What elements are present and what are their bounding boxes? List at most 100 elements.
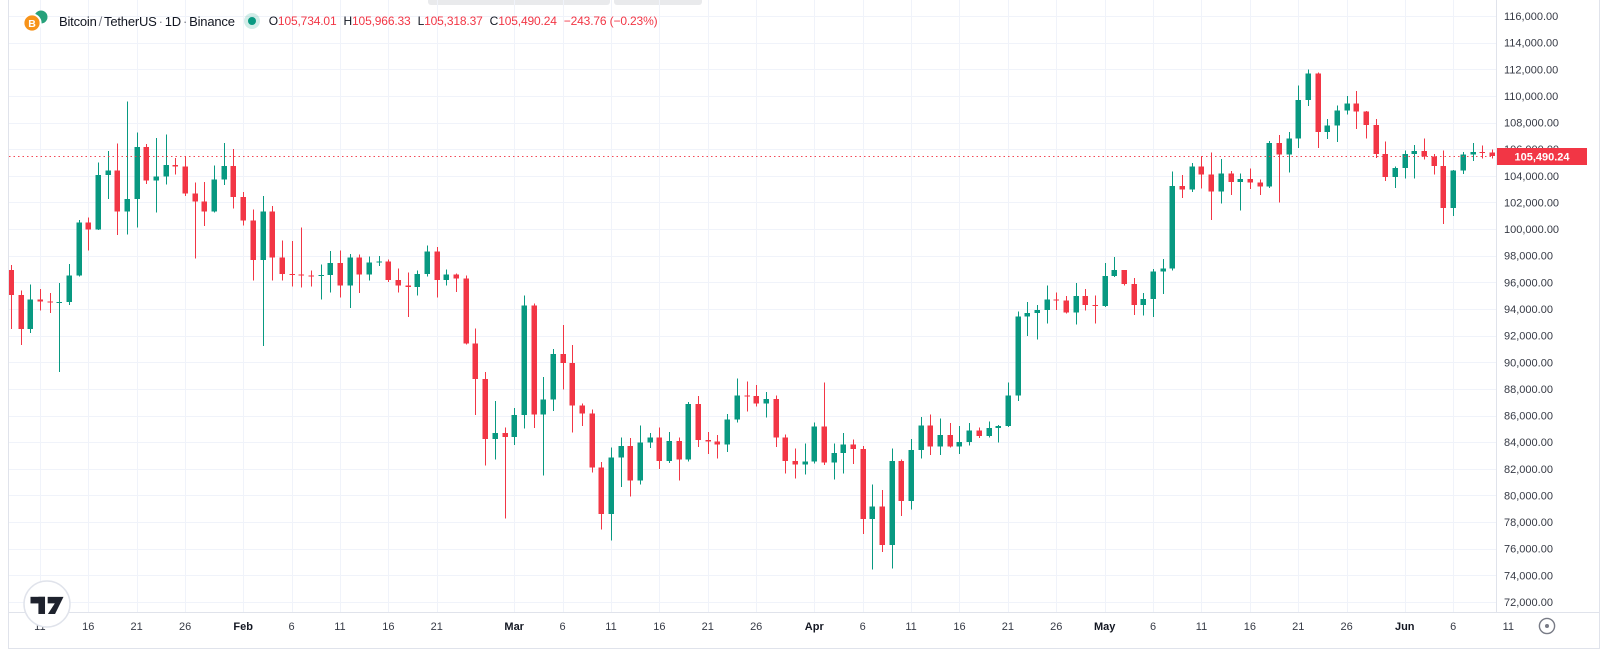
candle-body (1363, 111, 1370, 126)
candle-body (1440, 166, 1447, 209)
candle-body (230, 166, 237, 198)
last-price-label: 105,490.24 (1497, 148, 1587, 165)
candle-body (782, 437, 789, 461)
time-tick-label: 16 (382, 621, 394, 633)
price-tick-label: 96,000.00 (1504, 277, 1553, 289)
candle-body (1063, 300, 1070, 313)
candle-body (279, 257, 286, 275)
ohlc-low: L105,318.37 (417, 14, 483, 28)
candle-body (734, 395, 741, 420)
market-status-dot[interactable] (243, 13, 260, 29)
candle-body (966, 430, 973, 442)
candle-body (124, 198, 131, 212)
tradingview-logo[interactable] (23, 580, 71, 628)
time-tick-label: 11 (334, 621, 345, 633)
candle-body (211, 179, 218, 212)
candle-body (1411, 150, 1418, 154)
candle-body (773, 399, 780, 438)
candle-body (850, 444, 857, 449)
candle-body (492, 432, 499, 439)
price-tick-label: 92,000.00 (1504, 331, 1553, 343)
candle-body (947, 434, 954, 447)
candle-body (443, 274, 450, 280)
time-tick-label: 21 (702, 621, 714, 633)
candle-body (18, 295, 25, 330)
price-axis[interactable]: 72,000.00 74,000.00 76,000.00 78,000.00 80,0… (1504, 11, 1559, 609)
candle-body (298, 274, 305, 276)
time-tick-label: 6 (288, 621, 294, 633)
candle-body (831, 452, 838, 463)
candle-body (521, 305, 528, 416)
candle-body (695, 404, 702, 440)
candle-body (260, 211, 267, 260)
candle-body (705, 439, 712, 442)
candle-body (869, 506, 876, 520)
candle-body (531, 305, 538, 415)
candle-body (453, 274, 460, 279)
candle-body (1344, 103, 1351, 111)
candle-body (1140, 299, 1147, 305)
candle-body (1160, 268, 1167, 272)
candle-body (937, 434, 944, 447)
candle-body (85, 222, 92, 230)
time-tick-label: 16 (1244, 621, 1256, 633)
scroll-to-latest-button[interactable] (1538, 617, 1556, 635)
candle-body (502, 432, 509, 438)
candle-body (424, 251, 431, 274)
candles-layer (8, 69, 1496, 570)
candle-body (1024, 313, 1031, 317)
time-tick-label: 6 (1450, 621, 1456, 633)
candle-body (1208, 174, 1215, 192)
candle-body (898, 461, 905, 501)
candle-body (1421, 150, 1428, 157)
svg-text:B: B (28, 18, 36, 30)
candle-body (879, 506, 886, 546)
candle-body (337, 263, 344, 286)
time-tick-label: 6 (1150, 621, 1156, 633)
candle-body (37, 299, 44, 302)
candle-body (811, 426, 818, 462)
time-tick-label: Mar (504, 621, 524, 633)
price-tick-label: 102,000.00 (1504, 197, 1559, 209)
price-tick-label: 90,000.00 (1504, 357, 1553, 369)
price-tick-label: 94,000.00 (1504, 304, 1553, 316)
candle-body (385, 261, 392, 281)
candle-body (1150, 271, 1157, 300)
ohlc-open: O105,734.01 (268, 14, 337, 28)
candle-body (918, 425, 925, 451)
candle-body (1460, 154, 1467, 171)
price-tick-label: 88,000.00 (1504, 384, 1553, 396)
price-tick-label: 116,000.00 (1504, 11, 1558, 23)
candle-body (598, 467, 605, 515)
candle-body (240, 197, 247, 221)
price-tick-label: 86,000.00 (1504, 411, 1553, 423)
candle-body (792, 460, 799, 465)
candle-body (1373, 125, 1380, 154)
candle-body (724, 419, 731, 445)
candle-body (27, 299, 34, 330)
time-tick-label: 21 (431, 621, 443, 633)
price-tick-label: 84,000.00 (1504, 437, 1553, 449)
chart-borders (8, 0, 1600, 649)
time-axis[interactable]: 11 16 21 26 Feb 6 11 16 21 Mar 6 11 16 21 26 Apr 6 11 16 21… (34, 621, 1514, 633)
candle-body (366, 262, 373, 275)
candle-body (995, 425, 1002, 429)
time-tick-label: 26 (1050, 621, 1062, 633)
symbol-title[interactable]: Bitcoin / TetherUS · 1D · Binance (59, 13, 235, 29)
candle-body (250, 220, 257, 260)
price-tick-label: 98,000.00 (1504, 251, 1553, 263)
time-tick-label: 11 (1503, 621, 1514, 633)
candle-body (434, 251, 441, 280)
candle-body (1305, 73, 1312, 101)
time-tick-label: 11 (605, 621, 616, 633)
ohlc-readout: O105,734.01 H105,966.33 L105,318.37 C105… (269, 14, 658, 28)
candle-body (1247, 179, 1254, 183)
candle-body (589, 413, 596, 468)
candle-body (744, 395, 751, 397)
candle-body (395, 280, 402, 286)
browser-tab-remnant (428, 0, 610, 5)
ohlc-high: H105,966.33 (343, 14, 411, 28)
candle-body (1111, 270, 1118, 276)
candle-body (927, 425, 934, 447)
